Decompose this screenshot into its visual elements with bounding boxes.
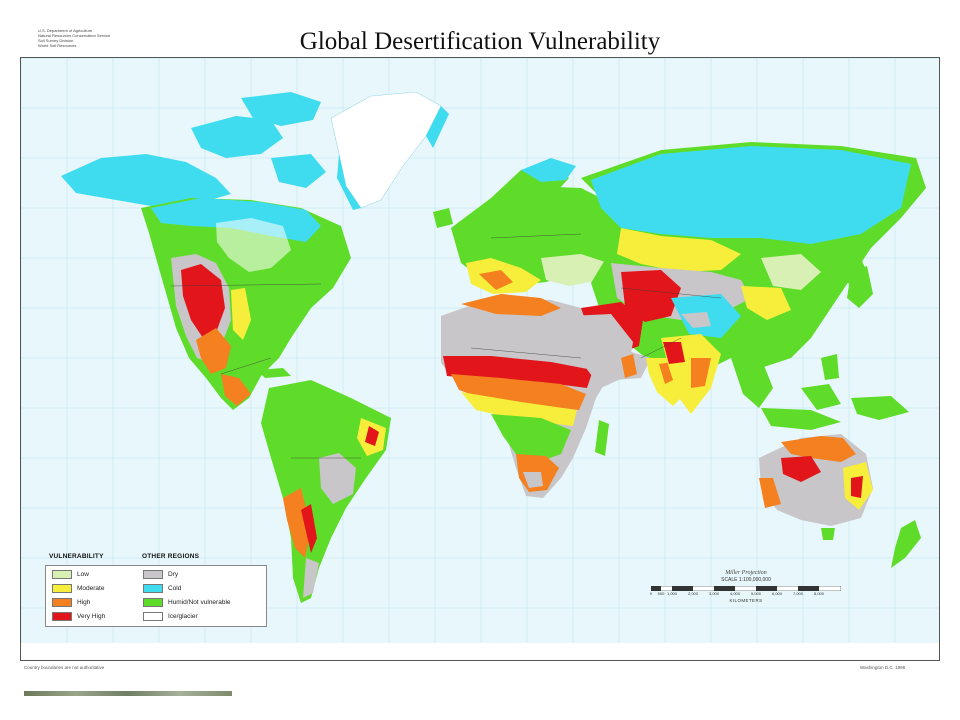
legend-label: Ice/glacier xyxy=(168,612,198,620)
legend-label: Dry xyxy=(168,570,179,578)
agency-line: Natural Resources Conservation Service xyxy=(38,33,111,38)
legend-label: Very High xyxy=(77,612,106,620)
map-title: Global Desertification Vulnerability xyxy=(299,28,661,55)
legend-label: Cold xyxy=(168,584,182,592)
legend-heading-vulnerability: VULNERABILITY xyxy=(49,553,104,560)
legend-item-moderate: Moderate xyxy=(52,583,104,593)
europe xyxy=(433,158,631,294)
scale-tick: 5,000 xyxy=(750,591,762,596)
scale-ratio: SCALE 1:100,000,000 xyxy=(721,577,771,583)
footer-disclaimer: Country boundaries are not authoritative xyxy=(24,665,105,670)
legend-swatch xyxy=(143,597,163,607)
southeast-asia xyxy=(731,354,909,430)
country-borders xyxy=(170,233,722,459)
scale-bar xyxy=(651,586,841,591)
legend-swatch xyxy=(52,597,72,607)
legend-swatch xyxy=(52,569,72,579)
legend-swatch xyxy=(52,583,72,593)
new-zealand xyxy=(891,520,921,568)
agency-credit: U.S. Department of Agriculture Natural R… xyxy=(38,28,158,48)
arctic-canada xyxy=(61,92,326,206)
australia xyxy=(759,434,873,540)
legend-heading-other-regions: OTHER REGIONS xyxy=(142,553,200,560)
japan xyxy=(847,266,873,308)
legend-label: Moderate xyxy=(77,584,105,592)
map-canvas xyxy=(21,58,939,660)
legend-swatch xyxy=(143,583,163,593)
bottom-strip xyxy=(24,691,232,696)
south-america xyxy=(261,380,391,603)
scale-block: Miller Projection SCALE 1:100,000,000 0 … xyxy=(646,570,846,603)
projection-label: Miller Projection xyxy=(725,570,767,576)
scale-tick: 0 xyxy=(649,591,653,596)
legend-swatch xyxy=(143,569,163,579)
north-america xyxy=(141,198,351,410)
africa xyxy=(441,294,613,498)
agency-line: U.S. Department of Agriculture xyxy=(38,28,93,33)
scale-tick: 7,000 xyxy=(792,591,804,596)
legend-item-very-high: Very High xyxy=(52,611,105,621)
scale-ticks: 0 500 1,000 2,000 3,000 4,000 5,000 6,00… xyxy=(649,591,841,597)
legend-label: High xyxy=(77,598,91,606)
legend-label: Humid/Not vulnerable xyxy=(168,598,231,606)
scale-tick: 1,000 xyxy=(666,591,678,596)
antarctica xyxy=(21,643,939,660)
legend-item-ice: Ice/glacier xyxy=(143,611,198,621)
scale-tick: 3,000 xyxy=(708,591,720,596)
legend-item-low: Low xyxy=(52,569,89,579)
asia xyxy=(581,142,926,406)
arabian-peninsula xyxy=(569,314,633,388)
agency-line: Soil Survey Division xyxy=(38,38,74,43)
scale-tick: 8,000 xyxy=(813,591,825,596)
legend-item-high: High xyxy=(52,597,90,607)
scale-tick: 2,000 xyxy=(687,591,699,596)
legend-box: Low Moderate High Very High Dry Cold xyxy=(45,565,267,627)
caribbean xyxy=(257,368,291,378)
scale-tick: 6,000 xyxy=(771,591,783,596)
legend-swatch xyxy=(143,611,163,621)
scale-unit: KILOMETERS xyxy=(729,598,763,603)
legend-item-cold: Cold xyxy=(143,583,181,593)
legend-item-humid: Humid/Not vulnerable xyxy=(143,597,231,607)
footer-credit: Washington D.C. 1998 xyxy=(860,665,906,670)
legend-label: Low xyxy=(77,570,89,578)
scale-tick: 4,000 xyxy=(729,591,741,596)
scale-tick: 500 xyxy=(657,591,665,596)
world-map[interactable]: VULNERABILITY OTHER REGIONS Low Moderate… xyxy=(20,57,940,661)
legend-swatch xyxy=(52,611,72,621)
agency-line: World Soil Resources xyxy=(38,43,77,48)
legend-item-dry: Dry xyxy=(143,569,178,579)
